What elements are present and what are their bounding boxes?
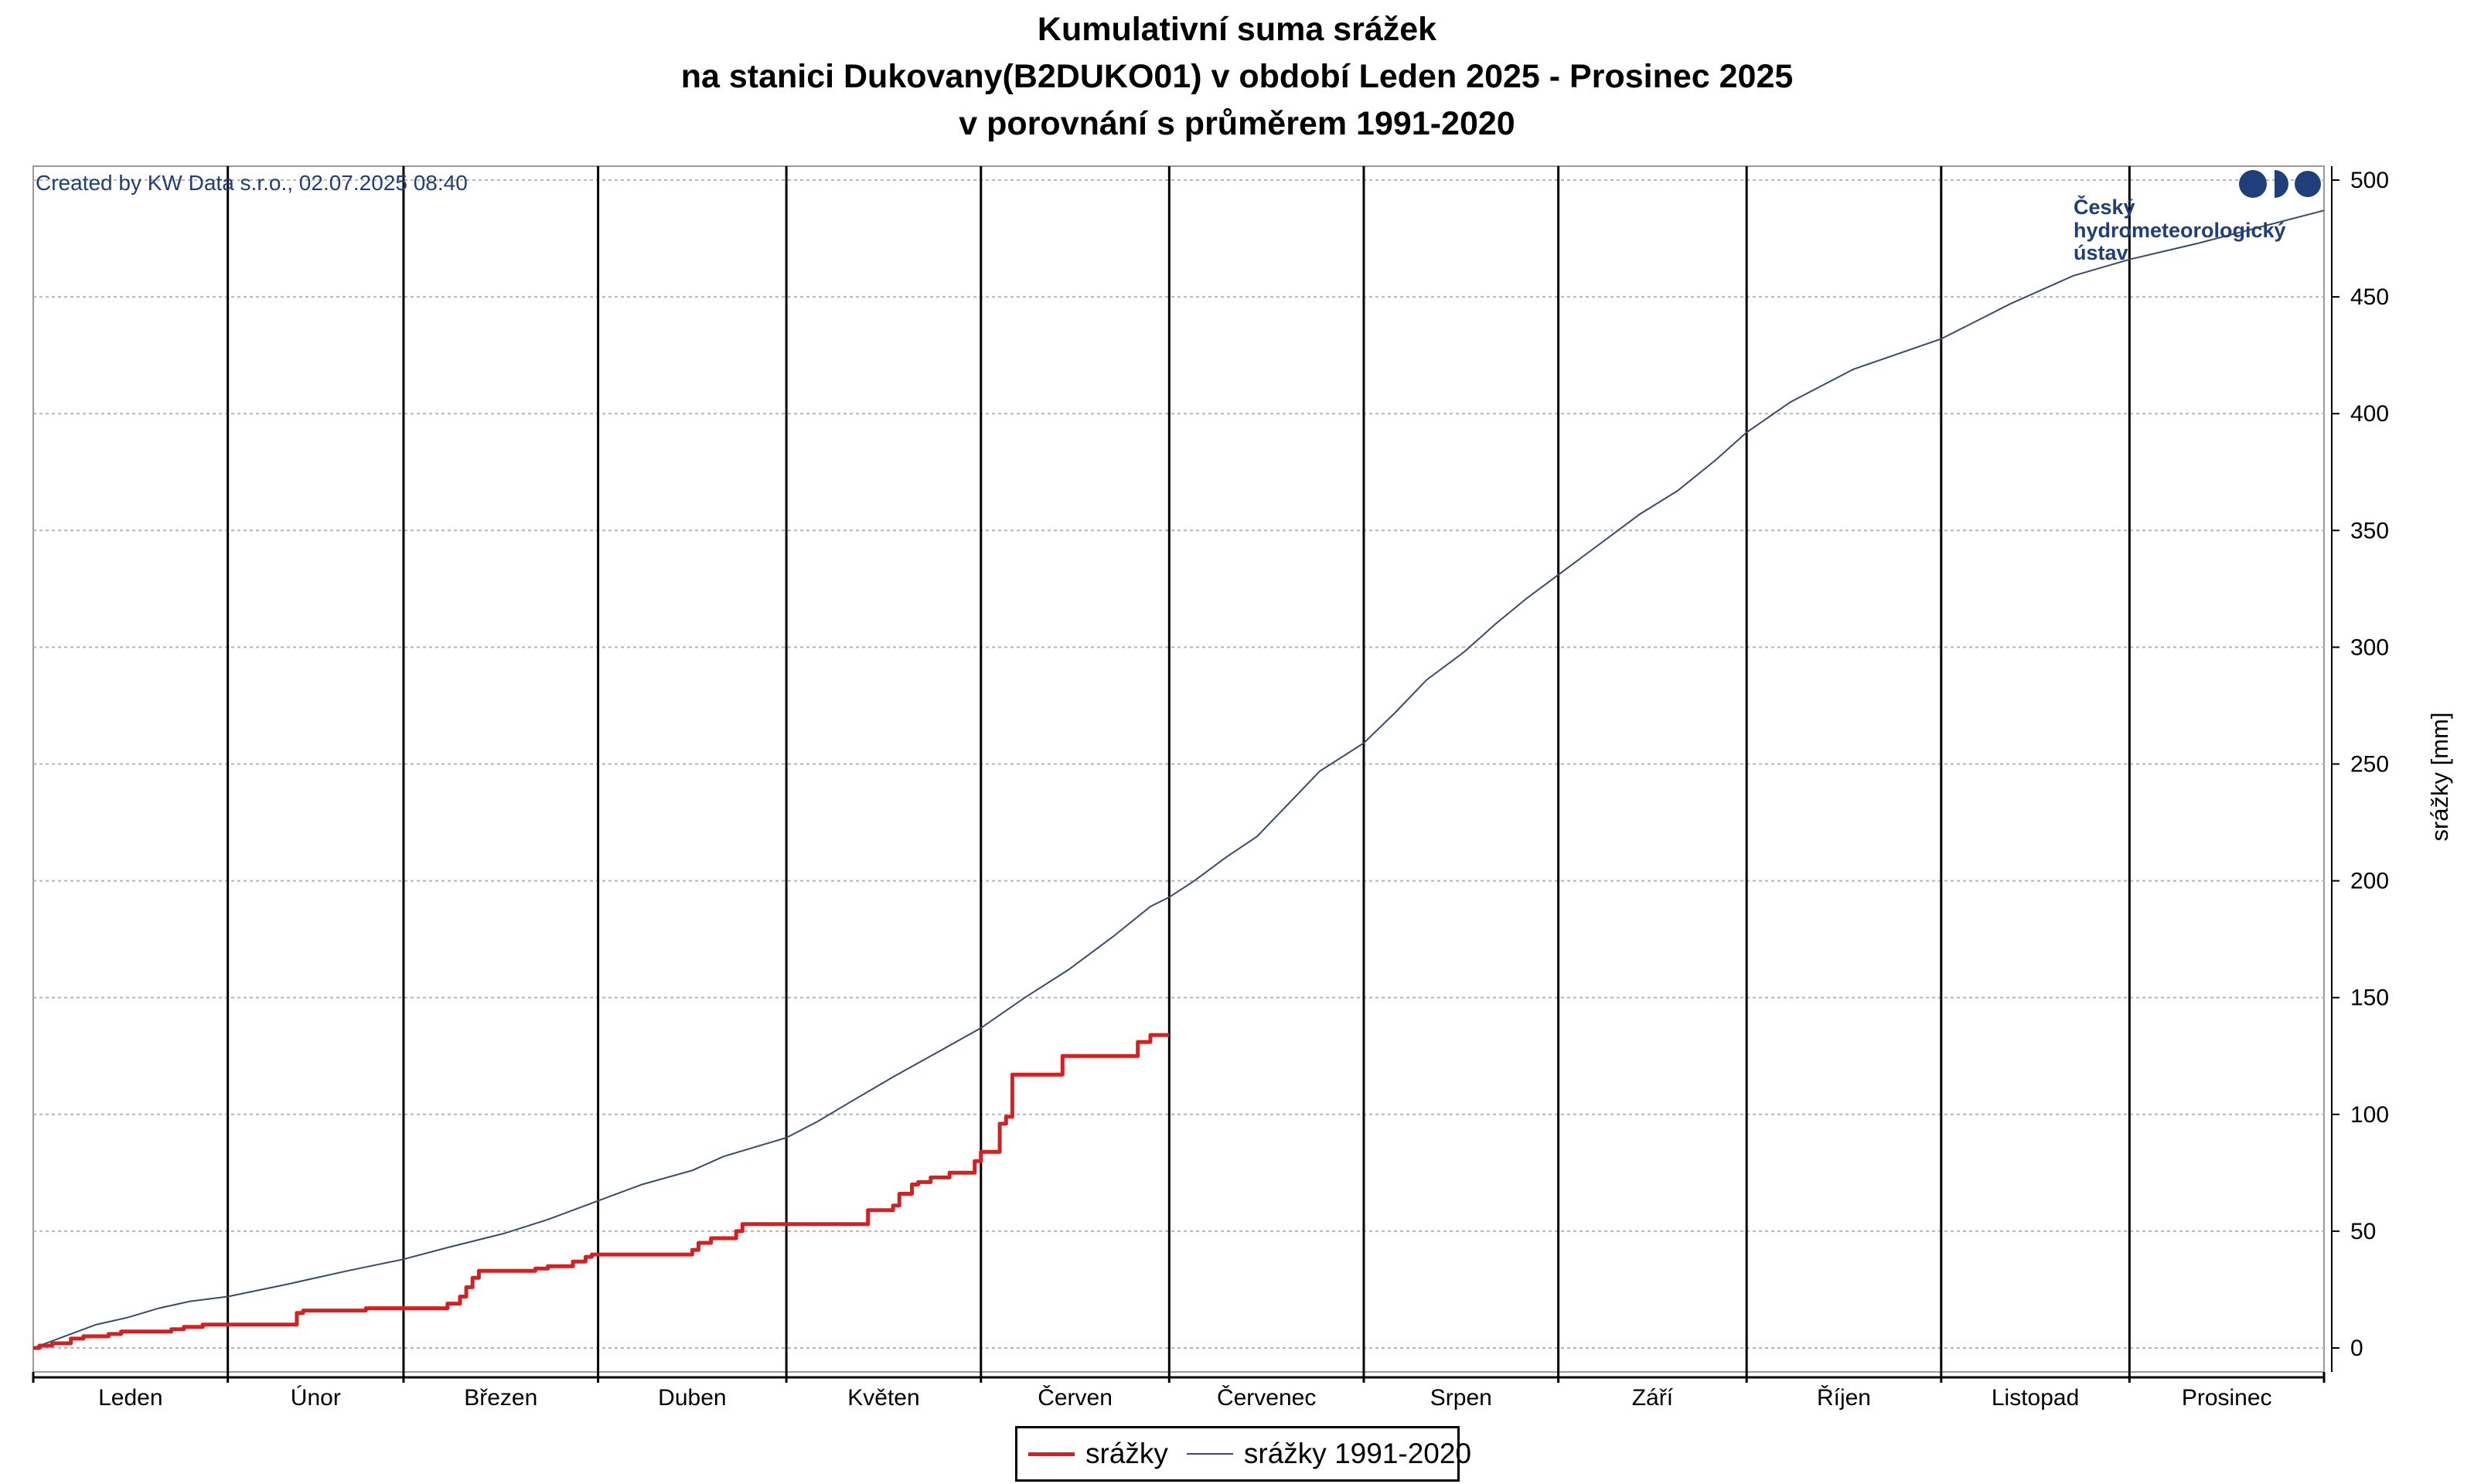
y-tick-label: 450 bbox=[2350, 284, 2389, 310]
month-label: Říjen bbox=[1817, 1385, 1871, 1411]
month-label: Leden bbox=[98, 1385, 162, 1411]
legend-label-srazky: srážky bbox=[1085, 1438, 1168, 1469]
month-label: Prosinec bbox=[2182, 1385, 2272, 1411]
series-line-normal bbox=[32, 209, 2325, 1349]
month-label: Září bbox=[1632, 1385, 1674, 1411]
chart-title: Kumulativní suma srážek na stanici Dukov… bbox=[0, 6, 2474, 148]
y-tick-label: 0 bbox=[2350, 1336, 2363, 1361]
y-tick-label: 250 bbox=[2350, 752, 2389, 778]
legend-item-srazky: srážky bbox=[1028, 1438, 1168, 1470]
legend-swatch-normal bbox=[1186, 1453, 1233, 1455]
y-tick-label: 400 bbox=[2350, 401, 2389, 427]
y-tick-label: 500 bbox=[2350, 168, 2389, 193]
month-label: Srpen bbox=[1430, 1385, 1492, 1411]
chart-title-line-3: v porovnání s průměrem 1991-2020 bbox=[959, 105, 1515, 142]
plot-area bbox=[32, 165, 2326, 1383]
legend-label-normal: srážky 1991-2020 bbox=[1243, 1438, 1472, 1469]
month-label: Únor bbox=[291, 1385, 341, 1411]
legend-swatch-srazky bbox=[1028, 1452, 1075, 1456]
plot-frame bbox=[32, 165, 2325, 1373]
month-label: Duben bbox=[658, 1385, 726, 1411]
month-label: Březen bbox=[464, 1385, 537, 1411]
month-label: Květen bbox=[847, 1385, 919, 1411]
y-tick-label: 50 bbox=[2350, 1219, 2376, 1244]
chart-title-line-2: na stanici Dukovany(B2DUKO01) v období L… bbox=[680, 58, 1794, 95]
y-tick-label: 350 bbox=[2350, 518, 2389, 543]
logo-text-line-2: hydrometeorologický bbox=[2074, 219, 2286, 242]
y-tick-label: 100 bbox=[2350, 1102, 2389, 1128]
logo-text-line-1: Český bbox=[2074, 195, 2135, 219]
month-label: Listopad bbox=[1992, 1385, 2079, 1411]
created-by-note: Created by KW Data s.r.o., 02.07.2025 08… bbox=[36, 171, 468, 195]
y-axis-label: srážky [mm] bbox=[2426, 712, 2453, 841]
logo-text-line-3: ústav bbox=[2074, 241, 2128, 264]
month-label: Červen bbox=[1038, 1384, 1113, 1411]
y-axis: 0 50 100 150 200 250 300 350 400 450 500 bbox=[2331, 166, 2389, 1372]
month-label: Červenec bbox=[1217, 1384, 1316, 1411]
chmu-logo: Český hydrometeorologický ústav bbox=[2074, 170, 2321, 264]
y-tick-label: 200 bbox=[2350, 869, 2389, 894]
series-line-srazky bbox=[33, 1033, 1170, 1350]
chart-title-line-1: Kumulativní suma srážek bbox=[1037, 11, 1437, 48]
x-axis: Leden Únor Březen Duben Květen Červen Červenec… bbox=[98, 1384, 2271, 1411]
legend: srážky srážky 1991-2020 bbox=[1015, 1426, 1471, 1482]
chmu-logo-icon bbox=[2239, 170, 2321, 198]
legend-item-normal: srážky 1991-2020 bbox=[1186, 1438, 1472, 1470]
y-tick-label: 300 bbox=[2350, 635, 2389, 660]
y-tick-label: 150 bbox=[2350, 985, 2389, 1011]
